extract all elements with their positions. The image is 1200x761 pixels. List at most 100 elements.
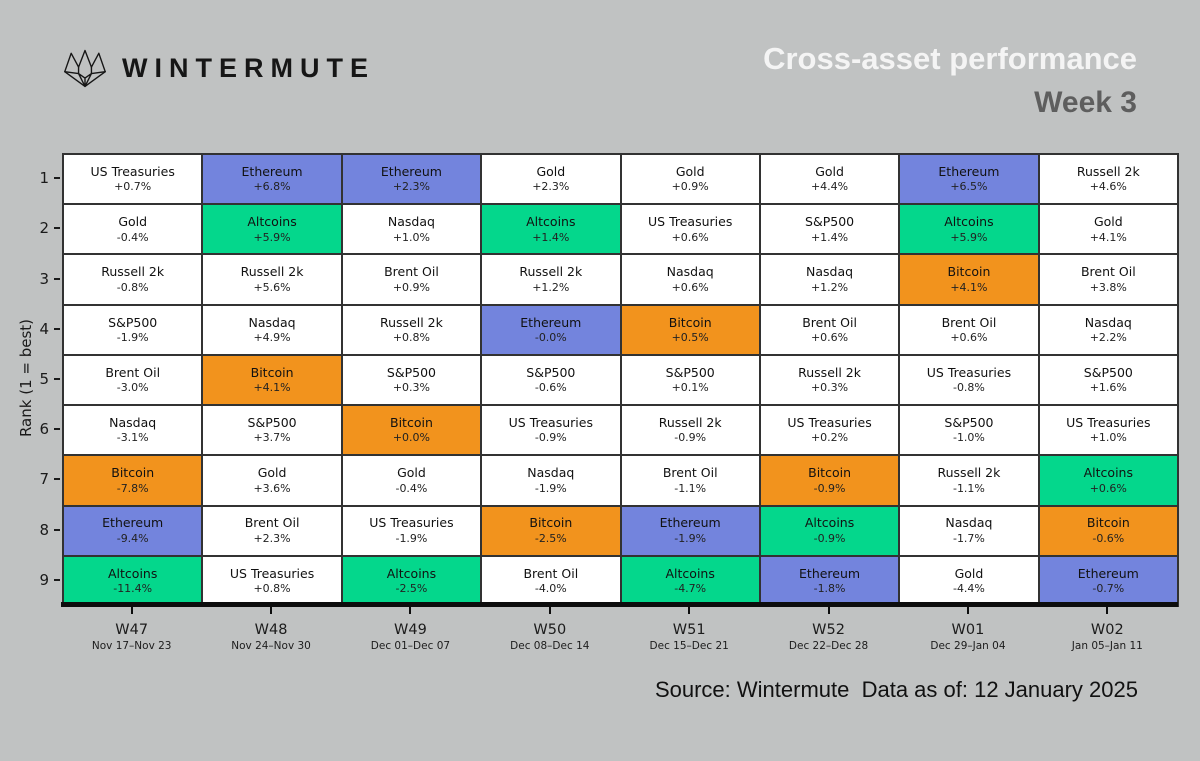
cell-asset-name: Russell 2k: [658, 414, 722, 430]
grid-cell: Brent Oil -4.0%: [481, 555, 621, 606]
x-axis-ticks: [62, 607, 1177, 615]
rank-tick-label: 4: [0, 304, 60, 354]
cell-asset-name: Brent Oil: [1080, 264, 1136, 280]
week-label: W02 Jan 05–Jan 11: [1038, 622, 1177, 652]
rank-tick-label: 1: [0, 153, 60, 203]
grid-cell: S&P500 +1.4%: [759, 204, 900, 255]
grid-cell: Gold -0.4%: [341, 455, 482, 506]
cell-asset-name: Nasdaq: [387, 214, 435, 230]
cell-change-value: +2.3%: [532, 180, 570, 194]
grid-cell: US Treasuries +0.6%: [620, 204, 760, 255]
cell-asset-name: Bitcoin: [668, 314, 712, 330]
cell-change-value: +1.0%: [392, 230, 431, 244]
cell-change-value: -3.1%: [116, 431, 149, 445]
cell-change-value: +0.1%: [671, 381, 709, 395]
grid-cell: Gold +4.4%: [759, 154, 900, 205]
cell-change-value: +1.2%: [532, 280, 570, 294]
cell-change-value: -0.6%: [534, 381, 567, 395]
cell-asset-name: Russell 2k: [101, 264, 165, 280]
week-name: W02: [1090, 622, 1124, 638]
grid-cell: Ethereum -9.4%: [63, 505, 203, 556]
cell-change-value: +3.8%: [1089, 280, 1127, 294]
week-date-range: Dec 29–Jan 04: [930, 640, 1006, 652]
cell-asset-name: Gold: [954, 565, 984, 581]
grid-cell: S&P500 -0.6%: [481, 354, 621, 406]
cell-asset-name: Bitcoin: [111, 465, 155, 481]
wintermute-logo-icon: [64, 49, 106, 88]
cell-change-value: -2.5%: [395, 582, 428, 596]
week-date-range: Dec 08–Dec 14: [510, 640, 590, 652]
grid-cell: Gold +3.6%: [202, 455, 342, 506]
cell-asset-name: Nasdaq: [527, 465, 575, 481]
cell-asset-name: S&P500: [805, 214, 855, 230]
cell-change-value: -0.6%: [1092, 531, 1125, 545]
cell-change-value: +4.1%: [253, 381, 291, 395]
grid-cell: Russell 2k +0.8%: [341, 304, 482, 355]
cell-asset-name: Russell 2k: [380, 314, 443, 330]
week-name: W50: [533, 622, 567, 638]
cell-asset-name: Gold: [118, 214, 148, 230]
grid-cell: Nasdaq -1.9%: [481, 455, 621, 506]
week-name: W48: [254, 622, 288, 638]
grid-cell: Nasdaq +0.6%: [620, 254, 760, 305]
grid-cell: Bitcoin +0.0%: [341, 405, 482, 456]
grid-cell: Brent Oil +0.6%: [899, 304, 1039, 355]
cell-asset-name: Gold: [675, 163, 705, 179]
cell-asset-name: S&P500: [108, 314, 158, 330]
cell-change-value: +6.5%: [950, 180, 988, 194]
cell-change-value: +4.6%: [1089, 180, 1127, 194]
cell-change-value: +0.3%: [810, 381, 849, 395]
source-note: Source: Wintermute Data as of: 12 Januar…: [654, 677, 1138, 702]
cell-asset-name: Nasdaq: [806, 264, 854, 280]
cell-change-value: +5.6%: [253, 280, 291, 294]
grid-cell: Altcoins -11.4%: [63, 555, 203, 606]
rank-tick-label: 2: [0, 203, 60, 253]
cell-change-value: +4.4%: [810, 180, 849, 194]
cell-asset-name: S&P500: [1083, 364, 1133, 380]
cell-change-value: -7.8%: [116, 481, 149, 495]
cell-asset-name: Ethereum: [799, 565, 861, 581]
cell-asset-name: Russell 2k: [519, 264, 583, 280]
cell-change-value: +0.2%: [810, 431, 849, 445]
cell-asset-name: Altcoins: [665, 565, 715, 581]
grid-cell: Russell 2k -0.8%: [63, 254, 203, 305]
cell-change-value: +5.9%: [253, 230, 291, 244]
grid-cell: Ethereum -1.9%: [620, 505, 760, 556]
grid-cell: Ethereum -1.8%: [759, 555, 900, 606]
grid-cell: Nasdaq -3.1%: [63, 405, 203, 456]
cell-change-value: +1.2%: [810, 280, 849, 294]
cell-asset-name: Ethereum: [938, 163, 1000, 179]
grid-cell: Russell 2k +1.2%: [481, 254, 621, 305]
grid-cell: S&P500 -1.0%: [899, 405, 1039, 456]
grid-cell: S&P500 +0.1%: [620, 354, 760, 406]
cell-change-value: +1.0%: [1089, 431, 1127, 445]
cell-asset-name: Bitcoin: [390, 414, 433, 430]
week-label: W52 Dec 22–Dec 28: [759, 622, 898, 652]
grid-cell: Ethereum -0.0%: [481, 304, 621, 355]
cell-change-value: +4.1%: [1089, 230, 1127, 244]
cell-asset-name: S&P500: [247, 414, 297, 430]
grid-cell: US Treasuries -1.9%: [341, 505, 482, 556]
cell-asset-name: Gold: [397, 465, 426, 481]
cell-change-value: -1.9%: [674, 531, 707, 545]
rank-tick-label: 5: [0, 354, 60, 404]
cell-asset-name: Bitcoin: [947, 264, 991, 280]
grid-cell: Gold -4.4%: [899, 555, 1039, 606]
cell-asset-name: Bitcoin: [1086, 515, 1130, 531]
cell-change-value: +2.2%: [1089, 331, 1127, 345]
cell-asset-name: Brent Oil: [105, 364, 161, 380]
grid-cell: Bitcoin +4.1%: [899, 254, 1039, 305]
week-name: W51: [672, 622, 706, 638]
grid-cell: Ethereum +2.3%: [341, 154, 482, 205]
week-name: W52: [812, 622, 845, 638]
cell-asset-name: Nasdaq: [1084, 314, 1132, 330]
cell-asset-name: Gold: [257, 465, 287, 481]
cell-change-value: -1.7%: [952, 531, 985, 545]
x-axis-line: [61, 602, 1178, 607]
cell-asset-name: US Treasuries: [926, 364, 1012, 380]
cell-change-value: +3.6%: [253, 481, 291, 495]
grid-cell: Gold +4.1%: [1038, 204, 1178, 255]
grid-cell: Brent Oil +2.3%: [202, 505, 342, 556]
cell-asset-name: Ethereum: [659, 515, 721, 531]
cell-asset-name: Nasdaq: [666, 264, 714, 280]
